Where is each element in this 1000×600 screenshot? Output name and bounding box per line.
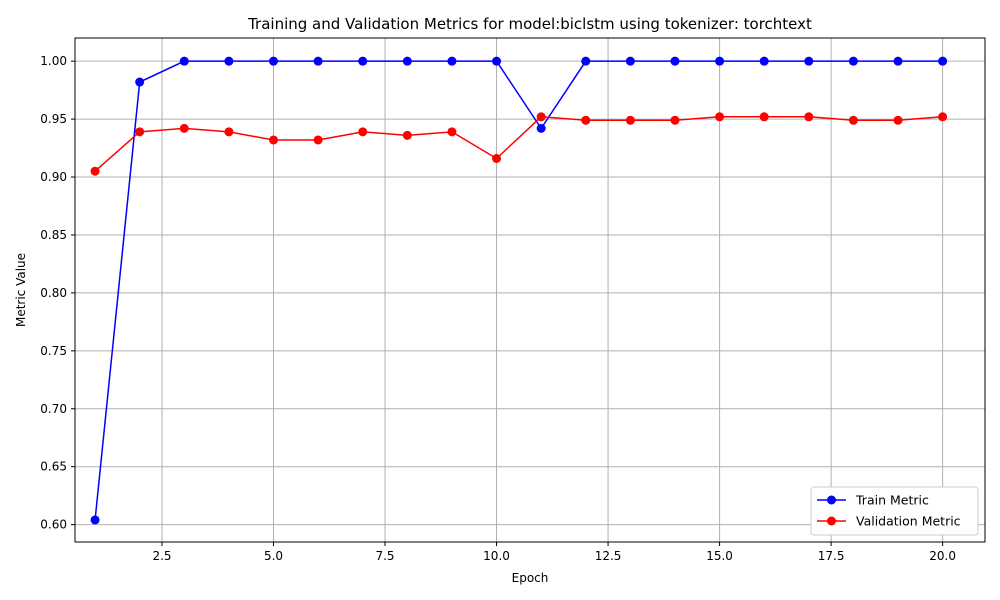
y-tick-label: 0.80 [40, 286, 67, 300]
grid [75, 38, 985, 542]
x-tick-label: 10.0 [483, 549, 510, 563]
train-metric-point [90, 515, 100, 525]
y-tick-label: 0.70 [40, 402, 67, 416]
train-metric-point [179, 56, 189, 66]
validation-metric-line [94, 116, 943, 172]
validation-metric-point [759, 112, 769, 122]
y-tick-label: 0.65 [40, 460, 67, 474]
validation-metric-point [90, 166, 100, 176]
plot-frame [74, 37, 986, 543]
legend-box [810, 486, 979, 536]
x-axis-label: Epoch [512, 571, 549, 585]
validation-metric-point [536, 112, 546, 122]
validation-metric-point [224, 127, 234, 137]
x-tick-label: 12.5 [595, 549, 622, 563]
train-metric-point [402, 56, 412, 66]
y-axis-label: Metric Value [14, 253, 28, 327]
x-tick-label: 7.5 [375, 549, 394, 563]
train-metric-point [848, 56, 858, 66]
legend-validation-label: Validation Metric [856, 514, 961, 529]
train-metric-point [269, 56, 279, 66]
legend-train-marker [827, 495, 836, 505]
validation-metric-point [135, 127, 145, 137]
validation-metric-point [848, 115, 858, 125]
validation-metric-point [625, 115, 635, 125]
validation-metric-point [269, 135, 279, 145]
train-metric-point [135, 77, 145, 87]
train-metric-point [313, 56, 323, 66]
train-metric-point [625, 56, 635, 66]
y-tick-label: 0.90 [40, 170, 67, 184]
validation-metric-point [402, 130, 412, 140]
train-metric-point [358, 56, 368, 66]
y-tick-label: 0.95 [40, 112, 67, 126]
train-metric-point [938, 56, 948, 66]
validation-metric-point [179, 123, 189, 133]
x-tick-label: 2.5 [152, 549, 171, 563]
train-metric-point [224, 56, 234, 66]
validation-metric-point [715, 112, 725, 122]
train-metric-point [759, 56, 769, 66]
y-tick-label: 1.00 [40, 54, 67, 68]
validation-metric-point [670, 115, 680, 125]
y-axis-ticks: 0.60 0.65 0.70 0.75 0.80 0.85 0.90 0.95 1.00 [40, 54, 75, 532]
validation-metric-point [938, 112, 948, 122]
series-layer [90, 56, 948, 525]
validation-metric-point [358, 127, 368, 137]
train-metric-point [447, 56, 457, 66]
x-tick-label: 5.0 [264, 549, 283, 563]
chart-title: Training and Validation Metrics for mode… [247, 15, 812, 33]
train-metric-line [94, 60, 943, 521]
legend-validation-marker [827, 516, 836, 526]
train-metric-point [804, 56, 814, 66]
x-tick-label: 20.0 [929, 549, 956, 563]
train-metric-point [670, 56, 680, 66]
x-axis-ticks: 2.5 5.0 7.5 10.0 12.5 15.0 17.5 20.0 [152, 542, 956, 563]
legend-train-label: Train Metric [855, 493, 929, 508]
validation-metric-point [804, 112, 814, 122]
validation-metric-point [581, 115, 591, 125]
train-metric-point [492, 56, 502, 66]
y-tick-label: 0.75 [40, 344, 67, 358]
legend: Train Metric Validation Metric [810, 486, 979, 536]
train-metric-point [715, 56, 725, 66]
x-tick-label: 17.5 [818, 549, 845, 563]
validation-metric-point [893, 115, 903, 125]
x-tick-label: 15.0 [706, 549, 733, 563]
validation-metric-point [447, 127, 457, 137]
train-metric-point [536, 123, 546, 133]
train-metric-point [581, 56, 591, 66]
y-tick-label: 0.85 [40, 228, 67, 242]
y-tick-label: 0.60 [40, 518, 67, 532]
train-metric-point [893, 56, 903, 66]
validation-metric-point [492, 153, 502, 163]
validation-metric-point [313, 135, 323, 145]
